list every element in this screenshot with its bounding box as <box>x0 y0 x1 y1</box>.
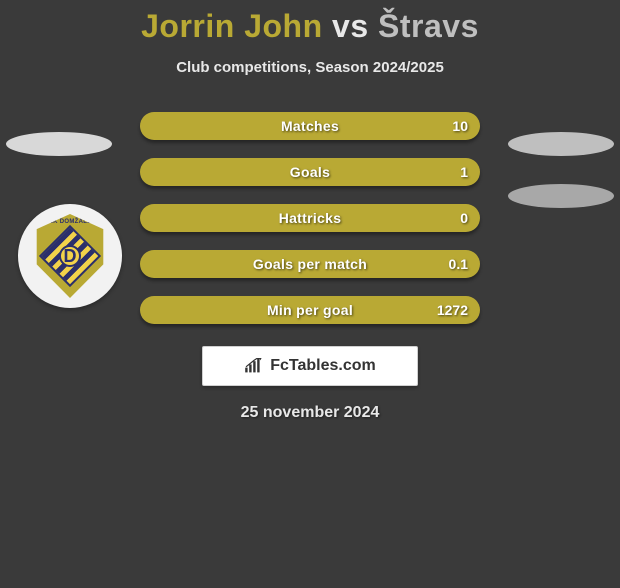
stat-row-goals: Goals 1 <box>140 158 480 186</box>
page-title: Jorrin John vs Štravs <box>0 8 620 45</box>
subtitle: Club competitions, Season 2024/2025 <box>0 59 620 76</box>
stats-container: Matches 10 Goals 1 Hattricks 0 Goals per… <box>0 112 620 324</box>
vs-separator: vs <box>332 8 369 44</box>
brand-text: FcTables.com <box>270 357 376 375</box>
stat-row-matches: Matches 10 <box>140 112 480 140</box>
stat-label: Min per goal <box>140 302 480 318</box>
stat-row-mpg: Min per goal 1272 <box>140 296 480 324</box>
stat-label: Goals <box>140 164 480 180</box>
date-line: 25 november 2024 <box>0 404 620 422</box>
stat-right-value: 10 <box>452 118 468 134</box>
chart-icon <box>244 358 264 374</box>
stat-right-value: 0 <box>460 210 468 226</box>
brand-box[interactable]: FcTables.com <box>202 346 418 386</box>
stat-right-value: 1 <box>460 164 468 180</box>
stat-label: Goals per match <box>140 256 480 272</box>
stat-label: Hattricks <box>140 210 480 226</box>
stat-row-gpm: Goals per match 0.1 <box>140 250 480 278</box>
stat-row-hattricks: Hattricks 0 <box>140 204 480 232</box>
stat-label: Matches <box>140 118 480 134</box>
player1-name: Jorrin John <box>141 8 323 44</box>
player2-name: Štravs <box>378 8 479 44</box>
stat-right-value: 0.1 <box>449 256 468 272</box>
stat-right-value: 1272 <box>437 302 468 318</box>
